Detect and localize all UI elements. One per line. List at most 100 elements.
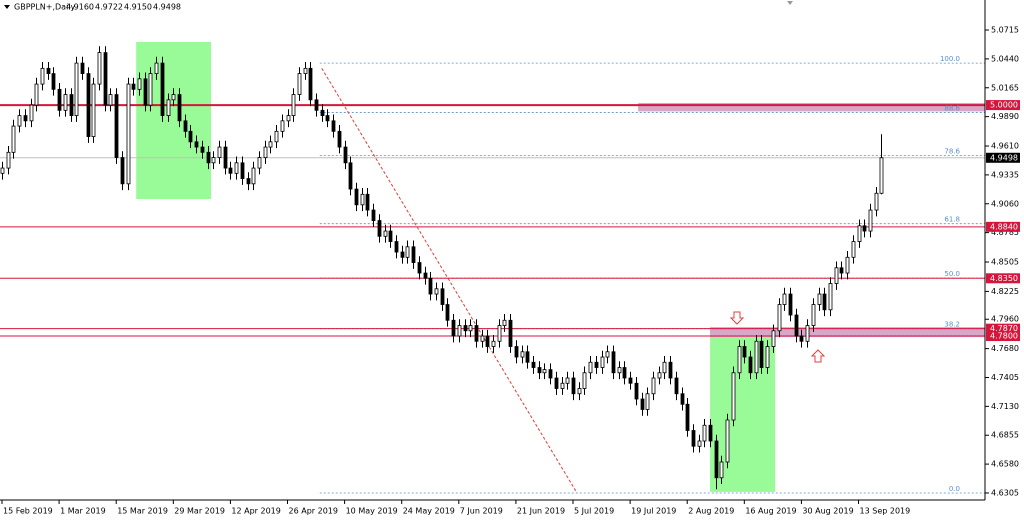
zone	[638, 102, 985, 112]
candle-body	[725, 419, 730, 463]
candle-body	[137, 78, 142, 90]
candle-body	[234, 162, 239, 174]
plot-area	[0, 41, 985, 494]
y-tick-label: 4.7960	[991, 315, 1019, 324]
y-tick-label: 4.9610	[991, 142, 1019, 151]
candle-body	[491, 340, 496, 347]
candle-body	[394, 241, 399, 253]
candle-body	[411, 246, 416, 263]
candle-body	[337, 130, 342, 148]
candle-body	[74, 62, 79, 116]
candle-body	[263, 146, 268, 158]
y-tick-label: 4.6305	[991, 488, 1019, 497]
candle-body	[51, 73, 56, 90]
candle-body	[428, 277, 433, 295]
level-label: 4.7870	[990, 324, 1018, 333]
y-tick-label: 4.8785	[991, 228, 1019, 237]
menu-triangle[interactable]	[4, 5, 10, 9]
candle-body	[120, 157, 125, 185]
y-tick-label: 5.0440	[991, 54, 1019, 63]
y-tick-label: 4.7405	[991, 373, 1019, 382]
candle-body	[879, 157, 884, 194]
candle-body	[211, 157, 216, 164]
candle-body	[297, 73, 302, 95]
candle-body	[34, 83, 39, 106]
candle-body	[91, 83, 96, 137]
candle-body	[634, 382, 639, 400]
candle-body	[166, 99, 171, 116]
candle-body	[200, 146, 205, 153]
y-tick-label: 5.0715	[991, 26, 1019, 35]
candle-body	[868, 209, 873, 232]
candle-body	[737, 346, 742, 374]
candle-body	[440, 288, 445, 305]
x-tick-label: 5 Jul 2019	[574, 507, 614, 516]
candle-body	[485, 335, 490, 347]
chart-title: GBPPLN+,Daily	[14, 3, 76, 12]
candle-body	[183, 120, 188, 132]
zone	[136, 41, 211, 200]
candle-body	[674, 377, 679, 395]
arrow-down	[729, 311, 745, 325]
candle-body	[434, 288, 439, 295]
trendline	[321, 68, 578, 494]
candle-body	[714, 440, 719, 479]
candle-body	[588, 361, 593, 374]
candle-body	[754, 340, 759, 374]
candle-body	[502, 319, 507, 326]
candle-body	[445, 304, 450, 321]
candle-body	[759, 340, 764, 368]
x-tick-label: 12 Apr 2019	[231, 507, 280, 516]
candle-body	[731, 372, 736, 421]
candle-body	[874, 192, 879, 211]
candle-body	[497, 325, 502, 342]
x-tick-label: 2 Aug 2019	[688, 507, 734, 516]
candle-body	[29, 104, 34, 122]
candle-body	[805, 325, 810, 342]
x-tick-label: 24 May 2019	[403, 507, 455, 516]
level-label-box	[986, 273, 1020, 284]
candle-body	[554, 377, 559, 389]
candle-body	[314, 99, 319, 111]
candle-body	[46, 67, 51, 74]
candle-body	[360, 193, 365, 206]
candle-body	[354, 188, 359, 206]
x-tick-label: 19 Jul 2019	[631, 507, 676, 516]
candle-body	[742, 346, 747, 358]
x-tick-label: 7 Jun 2019	[460, 507, 503, 516]
fib-label: 38.2	[944, 321, 960, 329]
candle-body	[668, 361, 673, 379]
candle-body	[154, 62, 159, 74]
y-tick-label: 4.7130	[991, 402, 1019, 411]
candle-body	[63, 94, 68, 111]
last-price-label: 4.9498	[990, 153, 1018, 162]
candle-body	[542, 369, 547, 374]
candle-body	[280, 120, 285, 132]
candle-body	[765, 346, 770, 368]
candle-body	[605, 351, 610, 358]
candle-body	[508, 319, 513, 347]
level-label: 4.8350	[990, 274, 1018, 283]
candle-body	[80, 62, 85, 74]
candle-body	[217, 146, 222, 158]
fib-label: 0.0	[949, 485, 960, 493]
candle-body	[160, 62, 165, 116]
candle-body	[685, 403, 690, 431]
y-tick-label: 5.0165	[991, 83, 1019, 92]
candle-body	[794, 314, 799, 337]
last-price-box	[986, 152, 1020, 163]
x-tick-label: 15 Feb 2019	[3, 507, 53, 516]
candle-body	[246, 178, 251, 185]
candle-body	[11, 125, 16, 153]
level-label: 4.7800	[990, 332, 1018, 341]
candle-body	[719, 461, 724, 479]
candle-body	[331, 120, 336, 132]
x-tick-label: 16 Aug 2019	[745, 507, 796, 516]
candle-body	[320, 109, 325, 116]
candle-body	[617, 367, 622, 374]
candle-body	[40, 67, 45, 85]
fib-label: 61.8	[944, 216, 960, 224]
candle-body	[240, 162, 245, 179]
